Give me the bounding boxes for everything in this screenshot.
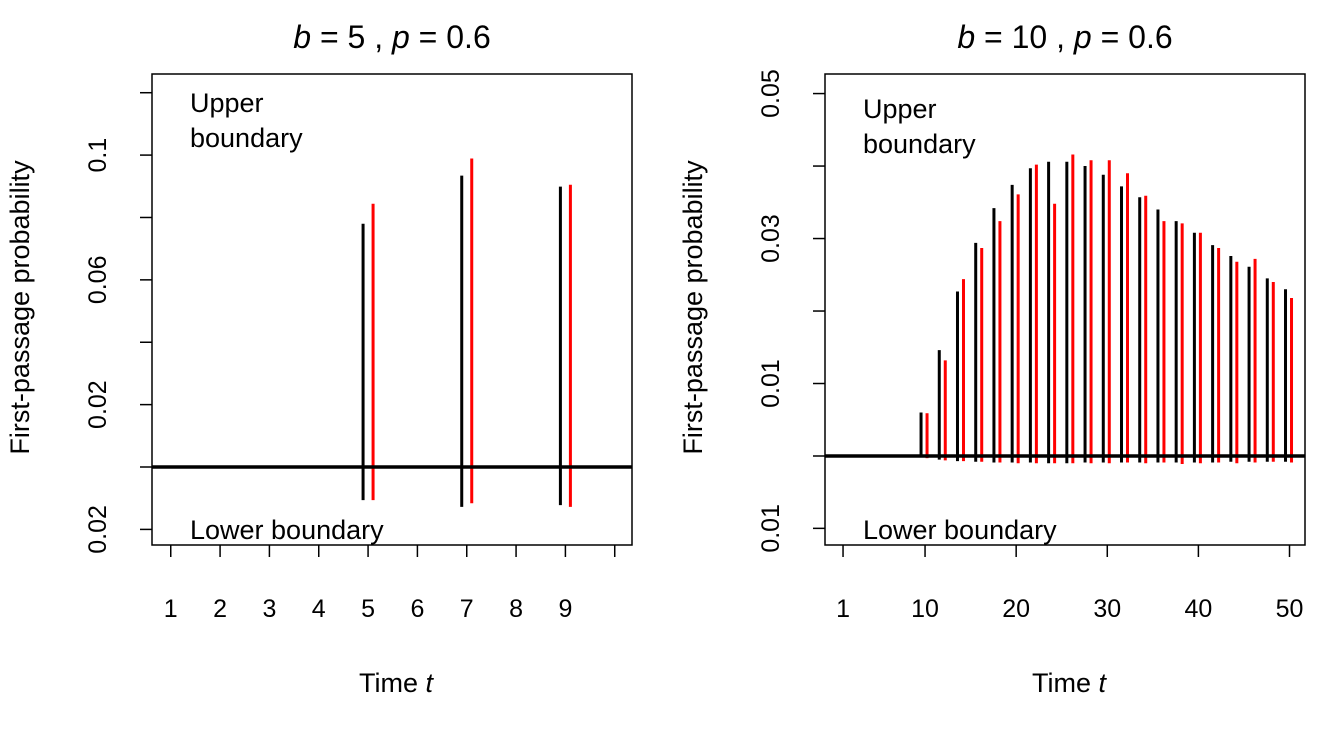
x-tick-label: 9 [558, 595, 572, 623]
upper-boundary-label: Upper boundary [190, 88, 303, 153]
y-axis-label: First-passage probability [678, 160, 708, 455]
title-p: p [391, 19, 410, 55]
title-b-value: = 5 , [311, 19, 392, 55]
x-tick-label: 1 [164, 595, 178, 623]
panel-2: b = 10 , p = 0.6 1 10 20 30 40 50 Time t 0.01 0.0… [678, 19, 1306, 698]
title-b-value: = 10 , [975, 19, 1074, 55]
y-tick-label: 0.1 [84, 138, 112, 173]
y-tick-label: 0.02 [84, 505, 112, 554]
y-tick-label: 0.06 [84, 256, 112, 305]
chart-title: b = 5 , p = 0.6 [293, 19, 490, 55]
x-tick-label: 6 [410, 595, 424, 623]
lower-boundary-label: Lower boundary [190, 515, 384, 545]
x-tick-label: 8 [509, 595, 523, 623]
x-tick-label: 10 [911, 595, 939, 623]
title-b: b [293, 19, 311, 55]
title-p-value: = 0.6 [410, 19, 491, 55]
x-tick-label: 4 [312, 595, 326, 623]
title-b: b [957, 19, 975, 55]
panel-1: b = 5 , p = 0.6 1 2 3 4 5 6 7 8 9 Time t 0.02 0.06 0.… [5, 19, 633, 698]
x-tick-label: 20 [1002, 595, 1030, 623]
y-tick-label: 0.03 [757, 214, 785, 263]
y-tick-label: 0.01 [757, 504, 785, 553]
lower-boundary-label: Lower boundary [863, 515, 1057, 545]
x-tick-label: 40 [1184, 595, 1212, 623]
x-axis-label: Time t [1032, 668, 1108, 698]
title-p: p [1073, 19, 1092, 55]
y-tick-label: 0.01 [757, 359, 785, 408]
x-axis-label: Time t [359, 668, 435, 698]
x-tick-label: 2 [213, 595, 227, 623]
y-tick-label: 0.05 [757, 69, 785, 118]
y-axis-label: First-passage probability [5, 160, 35, 455]
x-tick-label: 7 [460, 595, 474, 623]
plot-frame [151, 73, 633, 546]
plot-frame [824, 73, 1306, 546]
x-tick-label: 30 [1093, 595, 1121, 623]
chart-title: b = 10 , p = 0.6 [957, 19, 1172, 55]
x-tick-label: 50 [1276, 595, 1304, 623]
x-tick-label: 3 [262, 595, 276, 623]
y-tick-label: 0.02 [84, 380, 112, 429]
x-tick-label: 5 [361, 595, 375, 623]
x-tick-label: 1 [836, 595, 850, 623]
upper-boundary-label: Upper boundary [863, 94, 976, 159]
title-p-value: = 0.6 [1092, 19, 1173, 55]
